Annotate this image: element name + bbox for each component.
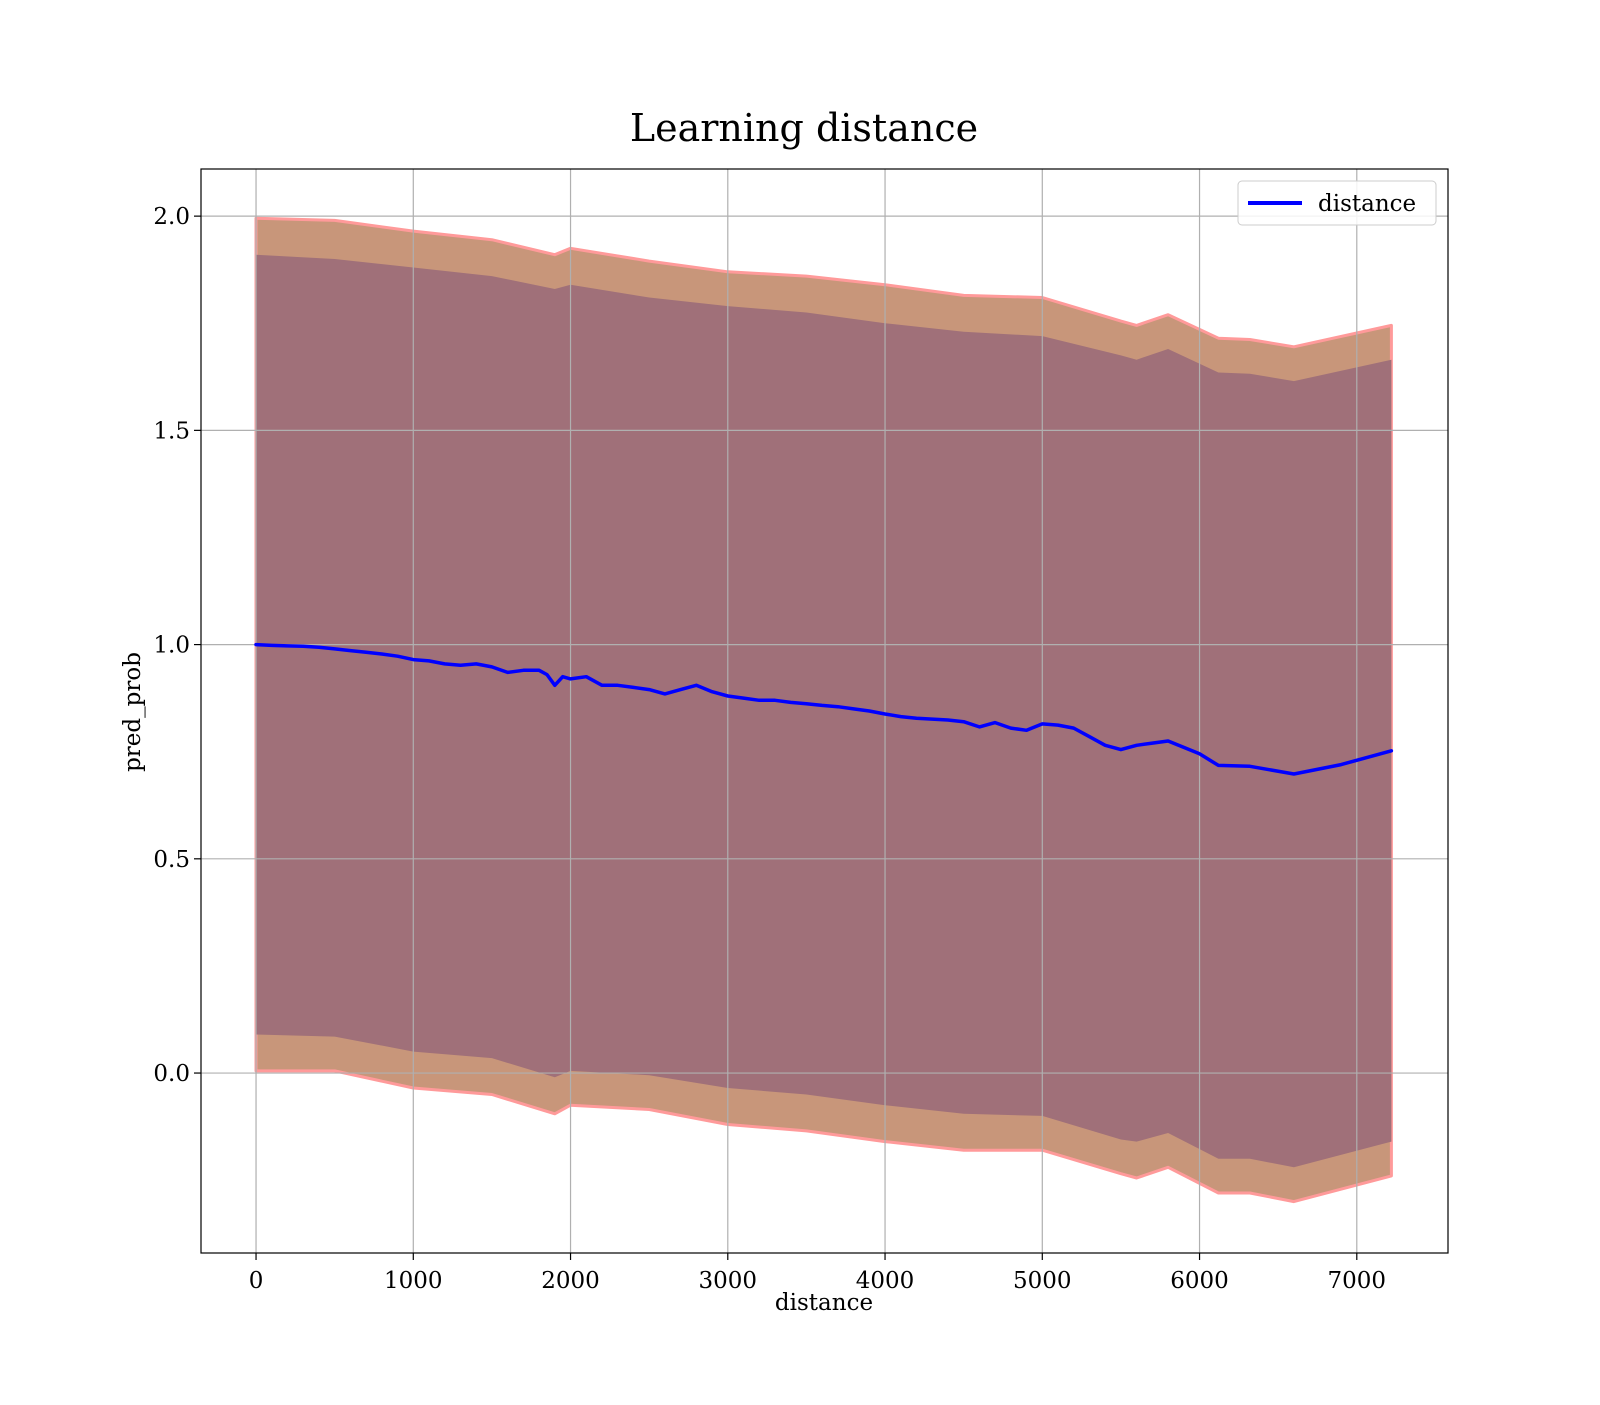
legend-label-distance: distance bbox=[1318, 191, 1416, 217]
x-axis-ticks: 0 1000 2000 3000 4000 5000 6000 7000 bbox=[249, 1253, 1386, 1294]
y-axis-ticks: 0.0 0.5 1.0 1.5 2.0 bbox=[153, 204, 201, 1087]
y-tick-label: 1.5 bbox=[153, 418, 190, 444]
series-group bbox=[254, 642, 1394, 776]
x-axis-label: distance bbox=[775, 1290, 873, 1316]
legend-box bbox=[1237, 180, 1437, 226]
x-tick-label: 2000 bbox=[541, 1268, 600, 1294]
y-tick-label: 2.0 bbox=[153, 204, 190, 230]
bands-group bbox=[254, 216, 1393, 1204]
y-tick-label: 0.5 bbox=[153, 847, 190, 873]
y-tick-label: 1.0 bbox=[153, 633, 190, 659]
band-inner bbox=[256, 254, 1392, 1168]
x-tick-label: 5000 bbox=[1013, 1268, 1072, 1294]
axes-frame bbox=[200, 168, 1449, 1254]
x-tick-label: 4000 bbox=[856, 1268, 915, 1294]
x-tick-label: 3000 bbox=[699, 1268, 758, 1294]
chart-title: Learning distance bbox=[630, 106, 978, 150]
series-line-distance bbox=[254, 642, 1394, 776]
x-tick-label: 1000 bbox=[384, 1268, 443, 1294]
grid-group bbox=[201, 169, 1448, 1253]
x-tick-label: 7000 bbox=[1328, 1268, 1387, 1294]
plot-area: 0 1000 2000 3000 4000 5000 6000 7000 0.0 0.5 1.0 1.… bbox=[153, 168, 1449, 1294]
y-axis-label: pred_prob bbox=[120, 652, 146, 772]
legend: distance bbox=[1237, 180, 1437, 226]
x-tick-label: 0 bbox=[249, 1268, 264, 1294]
x-tick-label: 6000 bbox=[1170, 1268, 1229, 1294]
y-tick-label: 0.0 bbox=[153, 1061, 190, 1087]
